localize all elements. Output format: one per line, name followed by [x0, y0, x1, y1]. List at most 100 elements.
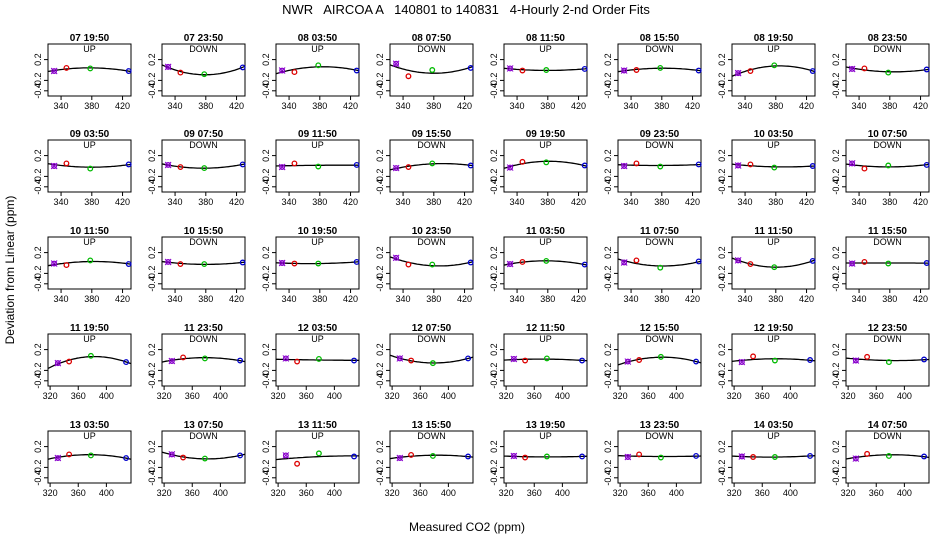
x-tick-label: 420 — [229, 294, 244, 304]
x-tick-label: 420 — [571, 294, 586, 304]
y-tick-label: 0.2 — [489, 149, 499, 162]
y-tick-label: -0.4 — [375, 179, 385, 195]
data-point-cross — [282, 355, 290, 362]
y-tick-label: 0.2 — [375, 53, 385, 66]
panel-direction: DOWN — [645, 140, 674, 150]
panel-direction: DOWN — [873, 44, 902, 54]
data-point — [807, 357, 814, 363]
data-point — [51, 260, 58, 267]
data-point-cross — [620, 259, 628, 266]
data-point — [294, 460, 301, 467]
data-point — [695, 67, 702, 74]
data-point — [581, 162, 588, 169]
data-point-cross — [510, 355, 518, 363]
y-tick-label: -0.2 — [33, 266, 43, 282]
y-tick-label: -0.4 — [717, 373, 727, 389]
fit-curve — [503, 67, 588, 72]
x-tick-label: 380 — [654, 101, 669, 111]
data-point — [693, 358, 700, 365]
y-tick-label: 0.2 — [375, 149, 385, 162]
data-point — [750, 353, 757, 360]
fit-curve — [161, 451, 246, 460]
x-tick-label: 380 — [426, 197, 441, 207]
fit-curve — [161, 357, 246, 363]
x-tick-label: 400 — [441, 488, 456, 498]
y-tick-label: -0.4 — [489, 373, 499, 389]
y-tick-label: 0.2 — [147, 149, 157, 162]
fit-curve — [617, 163, 702, 167]
y-tick-label: -0.2 — [147, 169, 157, 185]
y-tick-label: -0.4 — [603, 83, 613, 99]
data-point — [864, 450, 871, 457]
x-tick-label: 360 — [755, 391, 770, 401]
x-tick-label: 400 — [669, 488, 684, 498]
panel-title: 09 23:50 — [640, 129, 680, 140]
panel-direction: UP — [311, 334, 324, 344]
panel-direction: DOWN — [873, 431, 902, 441]
panel-direction: UP — [83, 140, 96, 150]
panel-direction: UP — [767, 140, 780, 150]
y-tick-label: 0.2 — [717, 53, 727, 66]
data-point — [923, 260, 930, 266]
fit-curve — [731, 455, 816, 458]
y-tick-label: -0.2 — [603, 73, 613, 89]
panel-direction: DOWN — [189, 44, 218, 54]
x-tick-label: 420 — [343, 197, 358, 207]
x-tick-label: 340 — [168, 101, 183, 111]
panel-title: 09 03:50 — [70, 129, 110, 140]
data-point — [510, 453, 517, 459]
y-tick-label: 0.2 — [33, 149, 43, 162]
x-tick-label: 420 — [571, 101, 586, 111]
data-point — [885, 453, 892, 459]
panel-direction: DOWN — [645, 431, 674, 441]
x-tick-label: 320 — [385, 488, 400, 498]
panel-title: 10 15:50 — [184, 226, 224, 237]
y-tick-label: 0.2 — [375, 440, 385, 453]
data-point — [51, 68, 58, 74]
panel-direction: UP — [539, 237, 552, 247]
x-tick-label: 340 — [852, 197, 867, 207]
y-tick-label: 0.2 — [261, 53, 271, 66]
panel-title: 09 07:50 — [184, 129, 224, 140]
data-point-cross — [396, 454, 404, 462]
data-point — [750, 454, 757, 460]
y-tick-label: -0.4 — [489, 83, 499, 99]
data-point-cross — [620, 162, 628, 170]
data-point — [429, 261, 436, 268]
data-point — [405, 261, 412, 268]
x-tick-label: 420 — [571, 197, 586, 207]
data-point — [543, 257, 550, 264]
fit-curve — [47, 355, 132, 369]
data-point — [507, 164, 514, 171]
y-tick-label: -0.4 — [261, 276, 271, 292]
data-point-cross — [734, 69, 742, 77]
x-tick-label: 360 — [71, 391, 86, 401]
fit-curve — [47, 163, 132, 168]
data-point — [771, 454, 778, 460]
y-tick-label: -0.2 — [261, 169, 271, 185]
data-point — [624, 454, 631, 460]
data-point-cross — [168, 451, 176, 458]
data-point-cross — [738, 453, 746, 460]
data-point — [771, 164, 778, 171]
data-point — [921, 453, 928, 460]
x-tick-label: 400 — [99, 488, 114, 498]
y-tick-label: -0.2 — [717, 460, 727, 476]
y-tick-label: 0.2 — [147, 343, 157, 356]
data-point — [237, 452, 244, 459]
panel-title: 11 19:50 — [70, 323, 109, 334]
x-tick-label: 340 — [510, 101, 525, 111]
data-point — [467, 64, 474, 71]
data-point — [180, 454, 187, 461]
data-point — [864, 353, 871, 360]
x-tick-label: 420 — [913, 197, 928, 207]
fit-curve — [845, 66, 930, 73]
